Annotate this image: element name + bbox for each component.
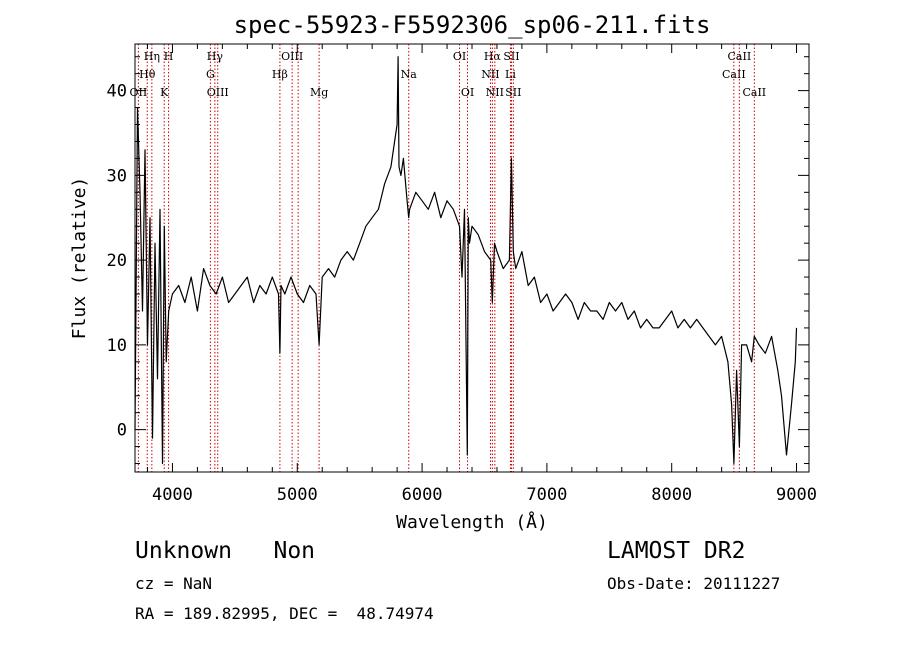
marker-label: NII [481, 68, 499, 81]
chart-title: spec-55923-F5592306_sp06-211.fits [234, 11, 711, 39]
marker-label: OII [130, 86, 148, 99]
y-tick-label: 30 [107, 166, 127, 186]
y-axis-label: Flux (relative) [69, 177, 90, 340]
marker-label: NII [486, 86, 504, 99]
coordinates: RA = 189.82995, DEC = 48.74974 [135, 604, 434, 623]
marker-label: SII [503, 50, 519, 63]
marker-label: Hθ [139, 68, 156, 81]
y-tick-label: 40 [107, 82, 127, 102]
marker-label: OIII [281, 50, 303, 63]
redshift-cz: cz = NaN [135, 574, 213, 593]
x-axis-label: Wavelength (Å) [396, 511, 548, 533]
marker-label: SII [505, 86, 521, 99]
marker-label: Hα [484, 50, 502, 63]
marker-label: OI [461, 86, 474, 99]
y-axis: 0 10 20 30 40 [107, 56, 809, 465]
marker-label: CaII [742, 86, 766, 99]
marker-label: Hγ [207, 50, 224, 63]
x-tick-label: 8000 [651, 485, 692, 505]
marker-label: Hη [144, 50, 160, 63]
y-tick-label: 0 [117, 421, 127, 441]
plot-frame [134, 43, 810, 473]
x-axis: 4000 5000 6000 7000 8000 9000 [146, 44, 817, 505]
marker-label: H [164, 50, 174, 63]
marker-label: CaII [722, 68, 746, 81]
x-tick-label: 4000 [152, 485, 193, 505]
marker-label: Hβ [272, 68, 288, 81]
x-tick-label: 7000 [526, 485, 567, 505]
y-tick-label: 20 [107, 251, 127, 271]
x-tick-label: 5000 [277, 485, 318, 505]
spectrum-line [134, 56, 798, 465]
marker-label: Li [505, 68, 516, 81]
marker-label: K [160, 86, 169, 99]
spectrum-chart: spec-55923-F5592306_sp06-211.fits OII Hθ H… [69, 11, 817, 533]
y-tick-label: 10 [107, 336, 127, 356]
x-tick-label: 6000 [402, 485, 443, 505]
marker-label: G [206, 68, 215, 81]
marker-label: Mg [310, 86, 328, 99]
marker-label: OI [453, 50, 466, 63]
marker-label: Na [401, 68, 418, 81]
obs-date: Obs-Date: 20111227 [607, 574, 781, 593]
marker-label: CaII [728, 50, 752, 63]
object-class: Unknown Non [135, 538, 316, 564]
series-group [134, 56, 798, 465]
survey-name: LAMOST DR2 [607, 538, 746, 564]
x-tick-label: 9000 [776, 485, 817, 505]
marker-label: OIII [207, 86, 229, 99]
